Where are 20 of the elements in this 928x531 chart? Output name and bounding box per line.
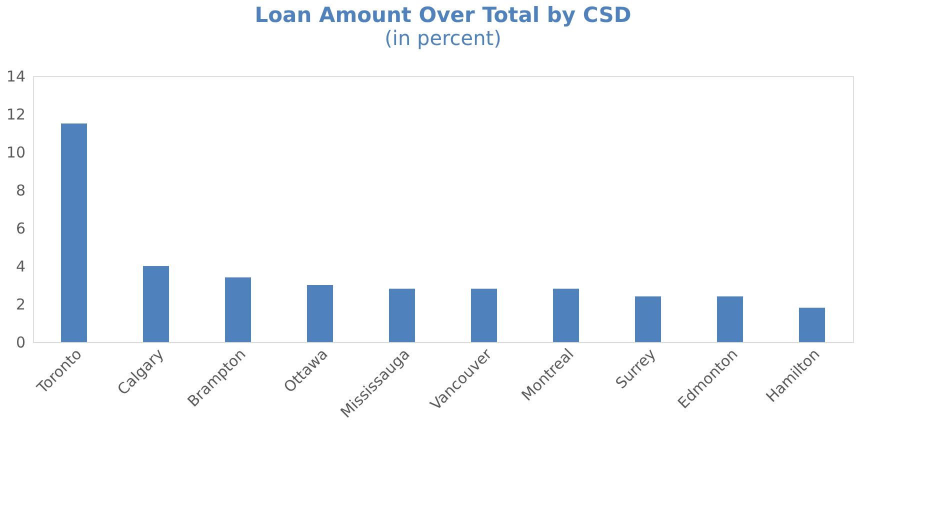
y-tick-label: 12: [6, 106, 26, 124]
y-tick-label: 0: [16, 334, 26, 352]
bar: [471, 288, 497, 342]
y-tick-label: 2: [16, 296, 26, 314]
bar: [143, 266, 169, 342]
bar: [635, 296, 661, 342]
y-tick-label: 14: [6, 68, 26, 86]
y-tick-label: 6: [16, 220, 26, 238]
bar: [307, 285, 333, 342]
bar: [553, 288, 579, 342]
y-tick-label: 10: [6, 144, 26, 162]
chart-subtitle: (in percent): [384, 26, 502, 50]
y-tick-label: 4: [16, 258, 26, 276]
bar: [225, 277, 251, 342]
bar: [389, 288, 415, 342]
bar: [717, 296, 743, 342]
y-tick-label: 8: [16, 182, 26, 200]
bar: [799, 308, 825, 342]
bar: [61, 124, 87, 342]
chart-title: Loan Amount Over Total by CSD: [254, 3, 632, 27]
